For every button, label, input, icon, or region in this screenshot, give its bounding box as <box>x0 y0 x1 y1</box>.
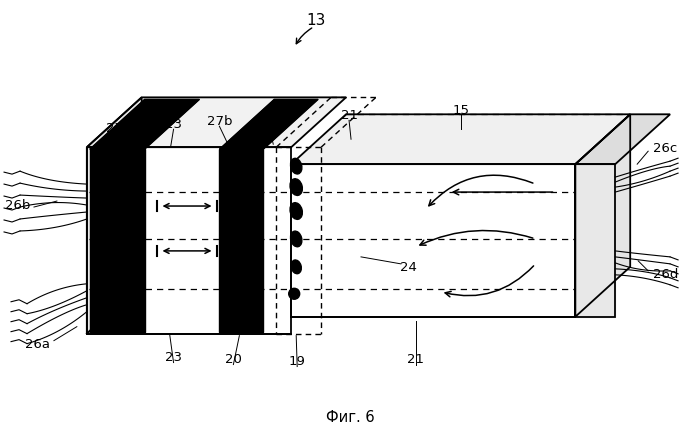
Text: 26d: 26d <box>653 268 679 281</box>
Ellipse shape <box>291 159 302 174</box>
Text: 19: 19 <box>289 354 305 367</box>
Text: 13: 13 <box>306 13 326 28</box>
Polygon shape <box>219 100 318 150</box>
Polygon shape <box>575 115 670 165</box>
Text: 24: 24 <box>401 261 417 274</box>
Ellipse shape <box>291 232 302 247</box>
Text: 15: 15 <box>452 104 469 117</box>
Polygon shape <box>87 98 142 334</box>
Polygon shape <box>89 100 199 150</box>
Ellipse shape <box>290 203 303 220</box>
Text: 26c: 26c <box>653 141 677 155</box>
Ellipse shape <box>290 179 303 196</box>
Polygon shape <box>575 115 630 317</box>
Text: 23: 23 <box>165 118 182 131</box>
Polygon shape <box>291 115 630 165</box>
Text: 27a: 27a <box>106 122 131 135</box>
Text: 21: 21 <box>340 108 357 122</box>
Polygon shape <box>87 98 346 148</box>
Polygon shape <box>219 150 264 332</box>
Polygon shape <box>89 150 145 332</box>
Text: 21: 21 <box>408 352 424 365</box>
Text: 27b: 27b <box>207 115 232 128</box>
Text: 23: 23 <box>165 350 182 363</box>
Polygon shape <box>291 165 575 317</box>
Text: 26b: 26b <box>5 198 30 211</box>
Ellipse shape <box>291 260 301 274</box>
Circle shape <box>289 289 300 299</box>
Polygon shape <box>575 165 615 317</box>
Text: 26a: 26a <box>25 337 50 350</box>
Polygon shape <box>87 148 291 334</box>
Text: 20: 20 <box>225 352 242 365</box>
Text: 14: 14 <box>260 112 277 125</box>
Text: Фиг. 6: Фиг. 6 <box>326 409 375 424</box>
